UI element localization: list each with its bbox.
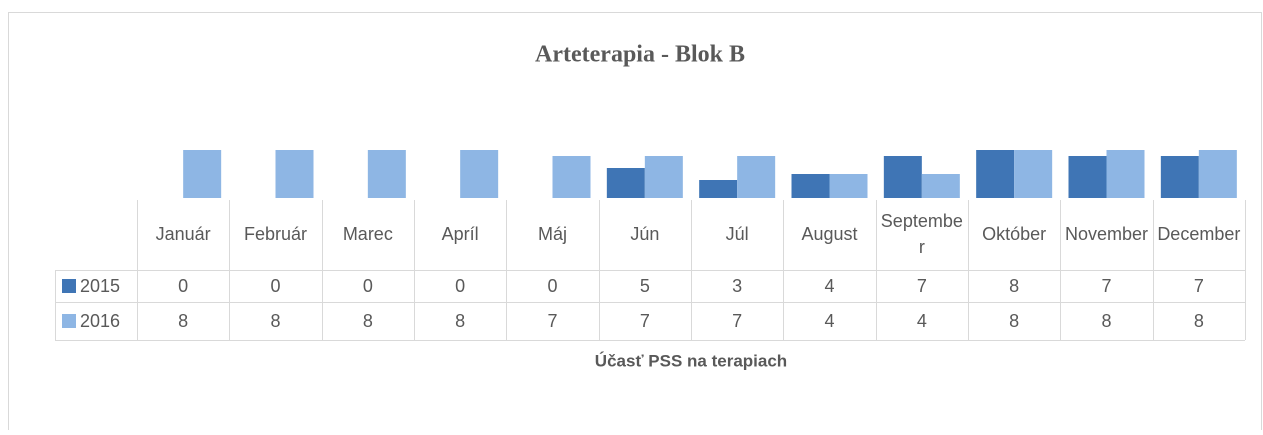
x-tick-label: Február [244, 224, 307, 244]
chart-frame [8, 12, 1262, 435]
table-value: 0 [363, 276, 373, 296]
table-value: 4 [917, 311, 927, 331]
bar [606, 168, 645, 198]
x-tick-label: Január [156, 224, 211, 244]
legend-key [62, 314, 76, 328]
table-value: 8 [363, 311, 373, 331]
table-value: 0 [547, 276, 557, 296]
table-value: 7 [1101, 276, 1111, 296]
table-value: 7 [640, 311, 650, 331]
table-value: 8 [455, 311, 465, 331]
table-value: 4 [824, 311, 834, 331]
bar [883, 156, 922, 198]
x-tick-label: Máj [538, 224, 567, 244]
bar [791, 174, 830, 198]
table-value: 8 [1009, 276, 1019, 296]
table-value: 7 [547, 311, 557, 331]
chart-title: Arteterapia - Blok B [535, 42, 745, 68]
x-tick-label: November [1065, 224, 1148, 244]
table-value: 7 [1194, 276, 1204, 296]
legend-label: 2015 [80, 276, 120, 296]
x-tick-label: Apríl [442, 224, 479, 244]
bar [1014, 150, 1053, 198]
bar [460, 150, 499, 198]
table-value: 0 [178, 276, 188, 296]
bar [1160, 156, 1199, 198]
x-tick-label: December [1157, 224, 1240, 244]
bar [183, 150, 222, 198]
x-tick-label: August [801, 224, 857, 244]
bar [1068, 156, 1107, 198]
table-value: 8 [1101, 311, 1111, 331]
table-value: 8 [1009, 311, 1019, 331]
bar [644, 156, 683, 198]
legend-key [62, 279, 76, 293]
x-tick-label: Marec [343, 224, 393, 244]
bar [275, 150, 314, 198]
table-value: 7 [732, 311, 742, 331]
table-value: 0 [270, 276, 280, 296]
table-value: 8 [1194, 311, 1204, 331]
table-value: 8 [270, 311, 280, 331]
bar [699, 180, 738, 198]
x-tick-label: Október [982, 224, 1046, 244]
bar [552, 156, 591, 198]
x-axis-title: Účasť PSS na terapiach [595, 351, 787, 370]
table-value: 7 [917, 276, 927, 296]
x-tick-label: Septembe r [881, 211, 963, 257]
bar [737, 156, 776, 198]
bar [829, 174, 868, 198]
table-value: 4 [824, 276, 834, 296]
table-value: 8 [178, 311, 188, 331]
bar [1106, 150, 1145, 198]
x-tick-label: Júl [726, 224, 749, 244]
legend-label: 2016 [80, 311, 120, 331]
bar [921, 174, 960, 198]
table-value: 0 [455, 276, 465, 296]
bar [367, 150, 406, 198]
bar [1198, 150, 1237, 198]
table-value: 3 [732, 276, 742, 296]
bar [976, 150, 1015, 198]
table-value: 5 [640, 276, 650, 296]
x-tick-label: Jún [630, 224, 659, 244]
